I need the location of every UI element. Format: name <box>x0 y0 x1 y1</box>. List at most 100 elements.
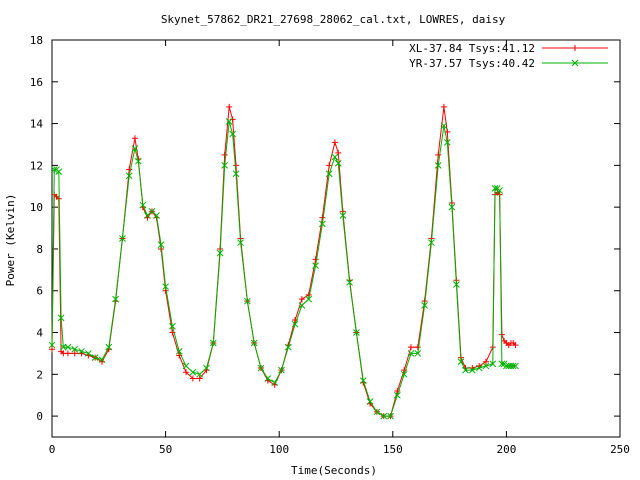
data-point <box>305 295 313 303</box>
data-point <box>440 122 448 130</box>
data-point <box>331 139 338 146</box>
data-point <box>112 295 119 303</box>
data-point <box>257 364 265 372</box>
data-point <box>271 379 279 387</box>
data-point <box>225 118 233 125</box>
data-point <box>162 283 169 290</box>
data-point <box>509 362 517 370</box>
data-point <box>250 339 258 347</box>
data-point <box>346 279 353 286</box>
data-point <box>84 350 92 357</box>
data-point <box>407 350 415 357</box>
data-point <box>489 360 497 368</box>
data-point <box>216 249 224 257</box>
x-tick-label: 50 <box>159 443 172 456</box>
data-point <box>393 391 401 399</box>
data-point <box>353 329 360 336</box>
data-point <box>78 347 85 355</box>
legend-label-yr: YR-37.57 Tsys:40.42 <box>409 57 535 70</box>
data-point <box>434 162 442 169</box>
data-point <box>71 350 78 357</box>
data-point <box>498 360 506 368</box>
data-point <box>312 262 319 270</box>
data-point <box>131 145 139 153</box>
y-tick-label: 12 <box>30 159 43 172</box>
plot-frame <box>51 39 621 438</box>
data-point <box>401 367 408 374</box>
x-axis-label: Time(Seconds) <box>291 464 377 477</box>
data-point <box>325 170 333 178</box>
data-point <box>153 212 160 219</box>
data-point <box>209 339 217 347</box>
data-point <box>312 256 319 263</box>
data-point <box>491 184 499 192</box>
data-point <box>373 408 381 416</box>
data-point <box>49 346 55 353</box>
data-point <box>394 388 401 395</box>
data-point <box>428 239 435 247</box>
data-point <box>319 214 326 221</box>
data-point <box>183 369 190 376</box>
y-axis-label: Power (Kelvin) <box>4 194 17 287</box>
data-point <box>339 212 347 219</box>
data-point <box>175 347 183 355</box>
x-tick-label: 0 <box>49 443 56 456</box>
data-point <box>91 354 99 361</box>
data-point <box>512 342 519 349</box>
data-point <box>244 297 251 305</box>
data-point <box>237 239 244 247</box>
data-point <box>335 149 342 156</box>
y-tick-label: 10 <box>30 201 43 214</box>
y-tick-label: 0 <box>36 410 43 423</box>
data-point <box>291 320 299 328</box>
data-point <box>387 412 394 420</box>
data-point <box>221 162 229 169</box>
data-point <box>326 162 333 169</box>
data-point <box>334 159 342 167</box>
data-point <box>319 220 326 228</box>
chart-title: Skynet_57862_DR21_27698_28062_cal.txt, L… <box>161 13 506 26</box>
data-point <box>229 130 236 138</box>
data-point <box>443 139 451 146</box>
x-tick-label: 100 <box>269 443 289 456</box>
y-tick-label: 6 <box>36 285 43 298</box>
data-point <box>55 168 63 175</box>
data-point <box>229 116 236 123</box>
data-point <box>264 375 272 382</box>
data-point <box>189 375 196 382</box>
data-point <box>482 362 490 370</box>
data-point <box>298 302 306 309</box>
data-point <box>203 364 210 372</box>
data-point <box>284 343 292 351</box>
data-point <box>139 201 147 209</box>
data-point <box>131 135 138 142</box>
data-point <box>421 302 428 309</box>
data-point <box>196 375 203 382</box>
data-point <box>496 187 503 194</box>
data-point <box>435 151 442 158</box>
y-tick-label: 16 <box>30 76 43 89</box>
data-point <box>226 103 233 110</box>
series-yr <box>48 118 519 420</box>
data-point <box>182 362 190 370</box>
data-point <box>196 370 204 378</box>
legend-marker-yr <box>571 59 579 67</box>
data-point <box>105 343 113 351</box>
data-point <box>134 157 142 165</box>
data-point <box>221 151 228 158</box>
y-tick-label: 8 <box>36 243 43 256</box>
data-point <box>169 322 176 330</box>
data-point <box>57 314 65 322</box>
data-point <box>119 235 126 242</box>
data-point <box>462 366 469 374</box>
data-point <box>189 368 197 376</box>
data-point <box>331 153 339 161</box>
data-point <box>407 344 414 351</box>
legend-entry-xl: XL-37.84 Tsys:41.12 <box>409 42 608 55</box>
legend-marker-xl <box>572 45 578 51</box>
data-point <box>482 358 489 365</box>
x-tick-label: 200 <box>496 443 516 456</box>
y-tick-label: 18 <box>30 34 43 47</box>
x-tick-label: 150 <box>383 443 403 456</box>
data-point <box>64 343 72 351</box>
